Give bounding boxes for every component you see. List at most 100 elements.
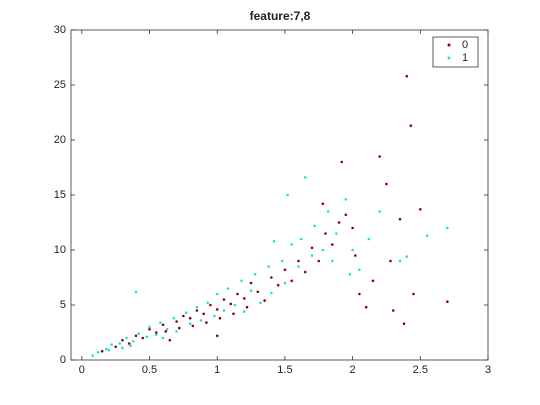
point: [344, 198, 348, 201]
point: [96, 351, 100, 354]
x-tick-label: 2: [350, 364, 356, 376]
point: [326, 210, 330, 213]
point: [351, 226, 354, 230]
point: [100, 349, 104, 353]
y-tick-label: 15: [54, 189, 66, 201]
point: [378, 210, 381, 213]
point: [310, 254, 314, 257]
point: [164, 330, 168, 333]
point: [206, 301, 210, 305]
y-tick-label: 30: [54, 24, 66, 36]
point: [313, 224, 317, 228]
point: [299, 237, 303, 241]
point: [280, 259, 284, 263]
point: [121, 346, 124, 350]
point: [324, 232, 327, 235]
point: [154, 331, 158, 334]
point: [168, 338, 172, 342]
point: [364, 305, 368, 309]
chart-title: feature:7,8: [250, 9, 311, 23]
point: [263, 299, 266, 302]
point: [344, 213, 348, 217]
point: [229, 302, 233, 306]
point: [297, 259, 300, 263]
y-tick-label: 5: [60, 299, 66, 311]
y-tick-label: 0: [60, 354, 66, 366]
point: [348, 272, 352, 276]
legend-box: [432, 36, 479, 68]
point: [425, 234, 429, 237]
point: [253, 272, 257, 276]
legend-label: 0: [462, 39, 468, 51]
point: [209, 303, 212, 307]
point: [199, 319, 203, 322]
point: [367, 237, 371, 241]
point: [148, 327, 151, 331]
point: [161, 336, 165, 340]
point: [191, 324, 195, 328]
point: [297, 265, 300, 268]
point: [137, 332, 140, 335]
point: [233, 303, 237, 307]
point: [215, 334, 219, 338]
point: [358, 292, 361, 296]
point: [110, 343, 113, 346]
x-tick-label: 3: [485, 364, 491, 376]
point: [321, 248, 325, 252]
point: [310, 246, 314, 250]
point: [391, 309, 395, 312]
point: [321, 202, 325, 206]
point: [446, 300, 449, 304]
point: [419, 208, 422, 211]
point: [195, 309, 199, 312]
point: [141, 336, 145, 340]
point: [148, 325, 151, 329]
point: [159, 321, 162, 324]
point: [205, 321, 208, 324]
point: [389, 259, 392, 263]
point: [129, 344, 132, 348]
point: [195, 305, 199, 309]
point: [114, 345, 117, 349]
point: [178, 326, 181, 330]
legend-marker: [447, 56, 451, 60]
point: [188, 322, 192, 326]
point: [236, 292, 239, 296]
point: [242, 297, 246, 300]
point: [276, 283, 280, 287]
point: [175, 320, 178, 323]
point: [270, 276, 273, 279]
point: [290, 243, 293, 246]
point: [270, 291, 273, 295]
point: [335, 232, 338, 235]
point: [303, 176, 307, 179]
y-tick-label: 10: [54, 244, 66, 256]
point: [358, 268, 361, 272]
point: [165, 327, 169, 331]
point: [331, 243, 334, 246]
point: [184, 311, 188, 315]
point: [272, 239, 276, 243]
point: [331, 259, 334, 263]
point: [317, 259, 321, 263]
point: [134, 290, 138, 294]
point: [405, 255, 409, 258]
point: [283, 268, 287, 272]
point: [412, 292, 415, 296]
point: [378, 155, 381, 158]
point: [409, 124, 413, 127]
point: [340, 160, 344, 164]
point: [182, 314, 185, 318]
point: [446, 226, 449, 230]
point: [371, 279, 375, 283]
point: [218, 316, 222, 320]
point: [354, 254, 357, 257]
x-tick-label: 2.5: [413, 364, 428, 376]
point: [405, 74, 409, 78]
point: [125, 336, 128, 340]
x-tick-label: 1: [214, 364, 220, 376]
point: [385, 182, 388, 186]
point: [303, 270, 307, 274]
x-tick-label: 0: [79, 364, 85, 376]
